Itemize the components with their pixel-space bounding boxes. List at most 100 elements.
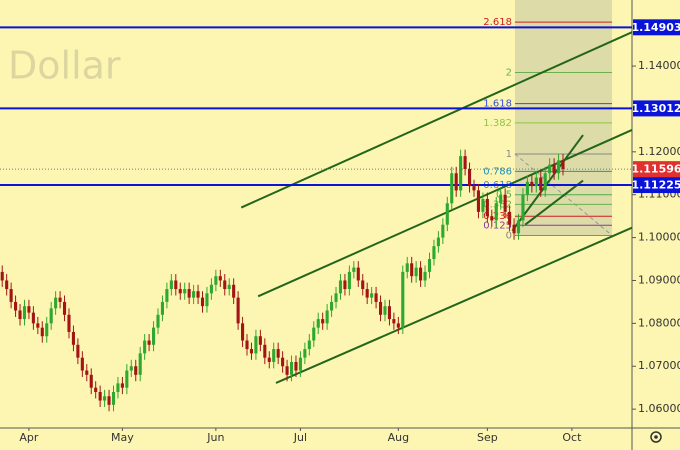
- candle-body: [183, 289, 187, 294]
- candle-body: [361, 280, 365, 290]
- candle-body: [178, 289, 182, 294]
- candle-body: [472, 186, 476, 191]
- candle-body: [214, 276, 218, 285]
- candle-body: [521, 194, 525, 221]
- candle-body: [534, 177, 538, 187]
- candle-body: [557, 160, 561, 174]
- candle-body: [196, 291, 200, 298]
- y-tick-label: 1.06000: [638, 402, 680, 415]
- candle-body: [530, 181, 534, 187]
- candle-body: [414, 267, 418, 277]
- x-tick-label: Oct: [562, 431, 582, 444]
- trend-line: [275, 226, 633, 384]
- candle-body: [352, 267, 356, 272]
- candle-body: [321, 319, 325, 324]
- candle-body: [192, 291, 196, 298]
- gear[interactable]: [650, 431, 662, 443]
- candle-body: [263, 344, 267, 358]
- candle-body: [276, 349, 280, 358]
- candle-body: [85, 370, 89, 375]
- candle-body: [316, 319, 320, 328]
- y-tick-label: 1.07000: [638, 359, 680, 372]
- candle-body: [94, 387, 98, 392]
- candle-body: [40, 327, 44, 337]
- candle-body: [485, 198, 489, 217]
- candle-body: [401, 271, 405, 328]
- candle-body: [241, 323, 245, 341]
- candle-body: [45, 323, 49, 337]
- candle-body: [374, 293, 378, 302]
- candle-body: [232, 284, 236, 298]
- candle-body: [272, 349, 276, 362]
- price-tag: [633, 161, 680, 178]
- candle-body: [89, 374, 93, 388]
- candle-body: [454, 173, 458, 191]
- candle-body: [14, 301, 18, 311]
- candle-body: [338, 280, 343, 294]
- candle-body: [134, 366, 138, 375]
- gear-center[interactable]: [654, 435, 658, 439]
- candle-body: [303, 349, 307, 358]
- y-tick-label: 1.12000: [638, 145, 680, 158]
- candle-body: [227, 284, 231, 290]
- candle-body: [423, 271, 427, 281]
- y-tick-label: 1.10000: [638, 231, 680, 244]
- candle-body: [343, 280, 347, 290]
- trend-line: [524, 179, 584, 226]
- candle-body: [151, 327, 156, 345]
- fib-label: 0.786: [483, 166, 512, 177]
- settings-icon[interactable]: [650, 431, 662, 443]
- candle-body: [160, 301, 165, 315]
- candle-body: [58, 297, 62, 302]
- candle-body: [289, 361, 294, 375]
- candle-body: [307, 340, 311, 350]
- candle-body: [31, 312, 35, 324]
- candle-body: [249, 349, 254, 354]
- candle-body: [258, 336, 262, 345]
- candle-body: [49, 308, 53, 324]
- candle-body: [116, 383, 120, 392]
- candle-body: [476, 190, 481, 212]
- x-tick-label: Apr: [19, 431, 39, 444]
- candle-body: [427, 259, 432, 272]
- candle-body: [165, 289, 169, 302]
- candle-body: [312, 327, 316, 341]
- candle-body: [36, 323, 40, 328]
- trend-line: [257, 129, 633, 298]
- fib-zone: [514, 0, 612, 236]
- candle-body: [387, 306, 391, 320]
- y-tick-label: 1.08000: [638, 316, 680, 329]
- candle-body: [450, 173, 454, 204]
- x-tick-label: Jun: [206, 431, 224, 444]
- candle-body: [370, 293, 374, 298]
- candle-body: [561, 160, 565, 169]
- candle-body: [223, 280, 227, 290]
- candle-body: [147, 340, 151, 345]
- candle-body: [111, 391, 116, 405]
- candle-body: [432, 246, 436, 260]
- candle-body: [503, 194, 507, 212]
- price-tag-label: 1.11225: [631, 179, 680, 192]
- y-tick-label: 1.14000: [638, 59, 680, 72]
- candle-body: [138, 353, 142, 375]
- fib-label: 2: [506, 67, 512, 78]
- candle-body: [205, 293, 209, 307]
- candle-body: [325, 310, 329, 324]
- candle-body: [294, 361, 298, 371]
- candle-body: [67, 314, 71, 332]
- candle-body: [218, 276, 222, 281]
- price-tag: [633, 177, 680, 194]
- candle-body: [174, 280, 178, 290]
- candle-body: [98, 391, 102, 401]
- candle-body: [9, 289, 13, 302]
- candle-body: [71, 331, 75, 345]
- candle-body: [494, 203, 498, 221]
- candle-body: [543, 173, 547, 191]
- candle-body: [441, 224, 445, 238]
- candle-body: [80, 357, 84, 371]
- candle-body: [334, 293, 338, 302]
- candle-body: [245, 340, 249, 350]
- candle-body: [512, 224, 516, 234]
- candle-body: [200, 297, 205, 307]
